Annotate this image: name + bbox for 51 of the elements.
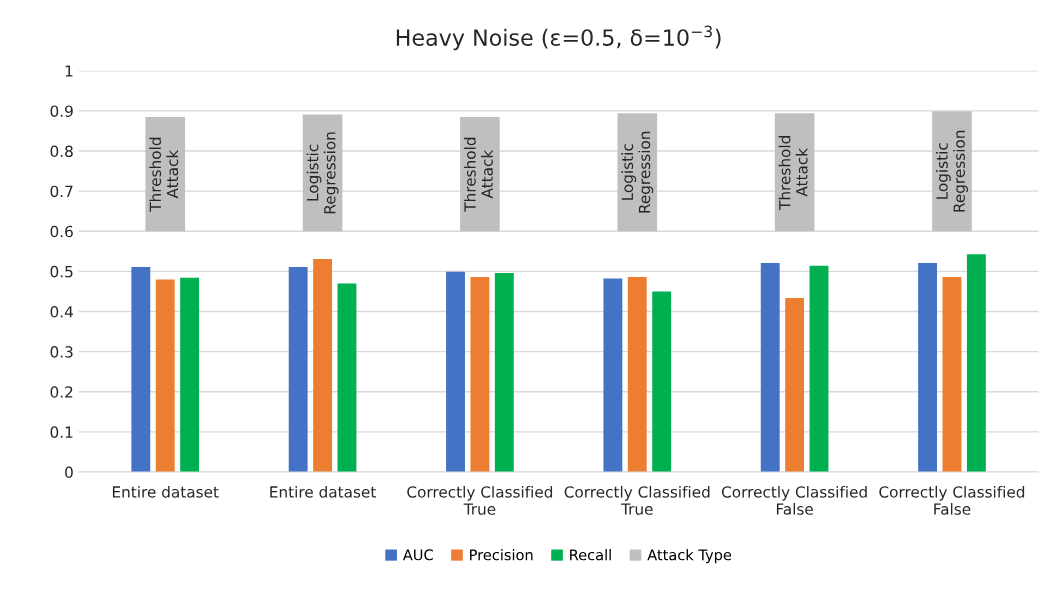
bar xyxy=(494,273,514,472)
bar xyxy=(155,279,175,472)
legend-label: Attack Type xyxy=(647,549,732,564)
bar xyxy=(932,111,972,232)
y-tick-label: 0 xyxy=(65,466,73,479)
data-label: Threshold Attack xyxy=(463,137,493,212)
y-tick-label: 1 xyxy=(65,65,73,77)
y-tick-label: 0.3 xyxy=(50,346,73,358)
x-tick-label: Correctly Classified True xyxy=(407,485,553,515)
x-tick-label: Correctly Classified False xyxy=(721,485,867,515)
x-tick-label: Entire dataset xyxy=(270,485,376,498)
bar xyxy=(470,277,490,472)
bar xyxy=(966,254,986,472)
bar xyxy=(942,277,962,472)
bar xyxy=(337,283,357,472)
legend-label: Recall xyxy=(570,549,611,561)
bar xyxy=(809,265,829,472)
data-label: Logistic Regression xyxy=(936,130,968,212)
x-tick-label: Entire dataset xyxy=(112,485,219,498)
bar xyxy=(145,116,186,232)
bar xyxy=(288,266,308,472)
y-tick-label: 0.4 xyxy=(50,305,73,318)
bar xyxy=(617,113,658,232)
legend-label: Precision xyxy=(470,549,533,561)
bar xyxy=(603,278,623,472)
bar xyxy=(180,277,200,472)
chart-title: Heavy Noise (ε=0.5, δ=10$^{−3}$) xyxy=(396,25,721,51)
data-label: Threshold Attack xyxy=(149,137,179,212)
legend-label: AUC xyxy=(402,549,433,561)
bar xyxy=(460,116,500,232)
bar xyxy=(785,297,805,472)
y-tick-label: 0.8 xyxy=(50,145,73,158)
y-tick-label: 0.2 xyxy=(50,386,73,398)
data-label: Logistic Regression xyxy=(621,131,654,213)
y-tick-label: 0.1 xyxy=(50,426,73,438)
bar xyxy=(760,262,780,472)
bar xyxy=(131,266,151,472)
y-tick-label: 0.7 xyxy=(50,185,73,198)
bar xyxy=(446,271,465,472)
bar xyxy=(918,262,938,472)
bar xyxy=(774,113,815,232)
y-tick-label: 0.9 xyxy=(50,105,73,117)
data-label: Threshold Attack xyxy=(778,136,808,210)
y-tick-label: 0.5 xyxy=(50,265,73,278)
x-tick-label: Correctly Classified True xyxy=(564,485,710,515)
data-label: Logistic Regression xyxy=(306,132,339,214)
y-tick-label: 0.6 xyxy=(50,225,73,238)
x-tick-label: Correctly Classified False xyxy=(879,485,1025,515)
bar xyxy=(313,258,333,472)
bar xyxy=(652,291,672,472)
bar xyxy=(627,277,647,472)
